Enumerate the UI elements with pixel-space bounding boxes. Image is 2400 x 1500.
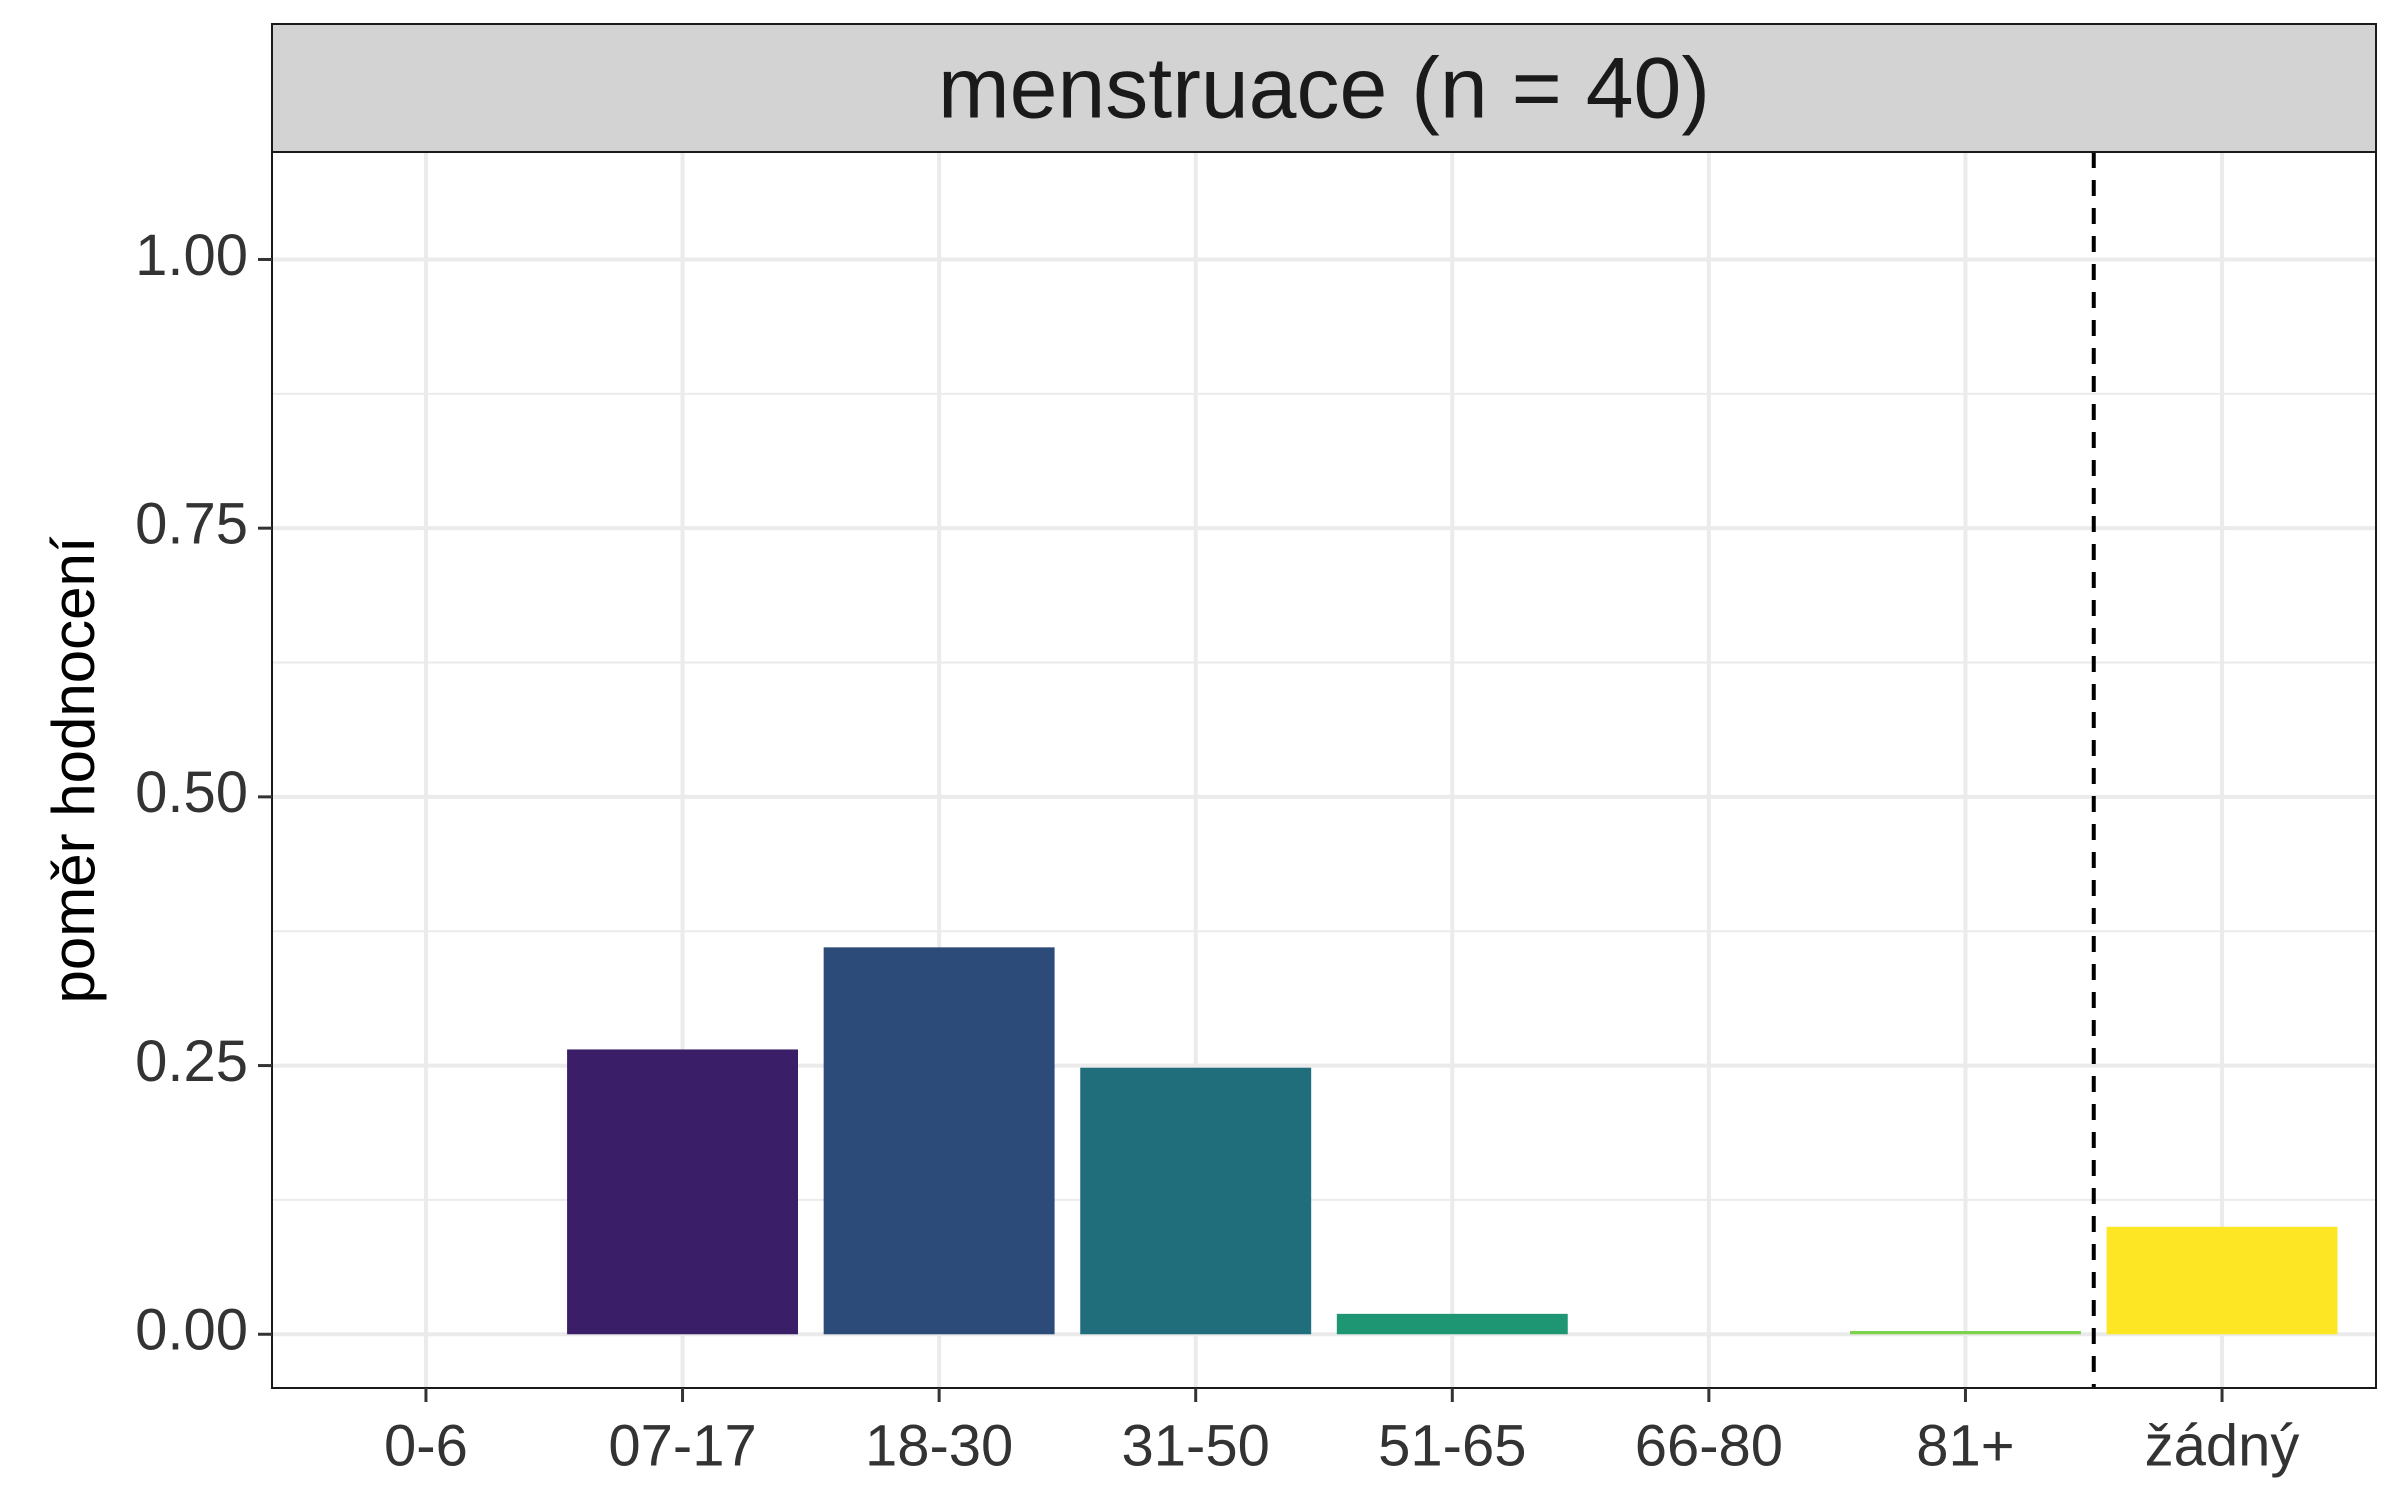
y-axis-title: poměr hodnocení — [40, 536, 107, 1003]
x-tick-label-1: 07-17 — [608, 1413, 756, 1478]
bar-31-50 — [1080, 1067, 1312, 1335]
bar-51-65 — [1336, 1313, 1568, 1335]
x-tick-label-5: 66-80 — [1635, 1413, 1783, 1478]
y-tick-label-3: 0.75 — [135, 492, 248, 557]
facet-strip — [271, 23, 2377, 153]
x-tick-label-0: 0-6 — [384, 1413, 468, 1478]
y-axis: 0.00 0.25 0.50 0.75 1.00 — [135, 223, 272, 1363]
x-tick-label-6: 81+ — [1916, 1413, 2014, 1478]
bars — [567, 947, 2338, 1335]
x-axis: 0-6 07-17 18-30 31-50 51-65 66-80 81+ žádný — [384, 1388, 2299, 1478]
y-tick-label-0: 0.00 — [135, 1298, 248, 1363]
facet-title: menstruace (n = 40) — [938, 41, 1710, 137]
x-tick-label-7: žádný — [2145, 1413, 2300, 1478]
y-tick-label-2: 0.50 — [135, 760, 248, 825]
x-tick-label-4: 51-65 — [1378, 1413, 1526, 1478]
bar-18-30 — [823, 947, 1055, 1335]
x-tick-label-3: 31-50 — [1122, 1413, 1270, 1478]
bar-81+ — [1850, 1331, 2081, 1335]
x-tick-label-2: 18-30 — [865, 1413, 1013, 1478]
plot-panel-border — [271, 151, 2377, 1389]
bar-žádný — [2106, 1226, 2338, 1335]
y-tick-label-4: 1.00 — [135, 223, 248, 288]
y-tick-label-1: 0.25 — [135, 1029, 248, 1094]
bar-07-17 — [567, 1049, 798, 1335]
